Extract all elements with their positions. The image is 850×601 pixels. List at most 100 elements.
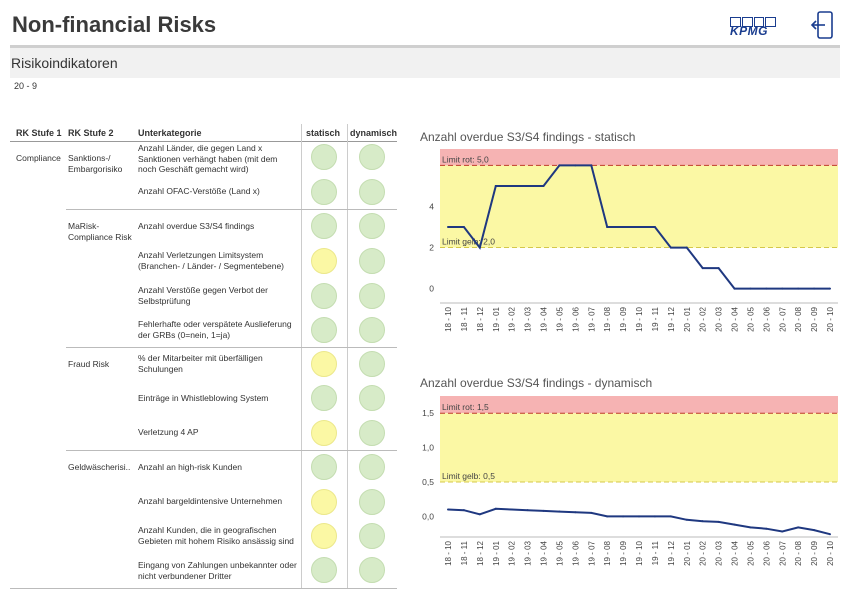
row-label: Einträge in Whistleblowing System [138, 393, 269, 403]
x-tick-label: 20 - 02 [699, 306, 708, 331]
status-circle-statisch[interactable] [311, 283, 337, 309]
data-point [829, 287, 831, 290]
data-point [685, 518, 688, 521]
x-tick-label: 19 - 04 [540, 306, 549, 331]
x-tick-label: 19 - 06 [571, 306, 580, 331]
status-circle-dynamisch[interactable] [359, 317, 385, 343]
logout-icon[interactable] [810, 11, 834, 39]
x-tick-label: 19 - 08 [603, 540, 612, 565]
data-point [447, 226, 449, 229]
status-circle-dynamisch[interactable] [359, 489, 385, 515]
status-circle-dynamisch[interactable] [359, 385, 385, 411]
data-point [765, 287, 768, 290]
status-circle-dynamisch[interactable] [359, 213, 385, 239]
data-point [542, 509, 545, 512]
col-header-statisch: statisch [306, 128, 341, 138]
col-divider-statisch [301, 124, 302, 588]
status-circle-statisch[interactable] [311, 144, 337, 170]
status-circle-statisch[interactable] [311, 523, 337, 549]
x-tick-label: 20 - 09 [810, 540, 819, 565]
x-tick-label: 20 - 06 [762, 306, 771, 331]
x-tick-label: 19 - 05 [555, 540, 564, 565]
status-circle-dynamisch[interactable] [359, 420, 385, 446]
table-bottom-line [10, 588, 397, 589]
data-point [717, 267, 720, 270]
group-sanktionsrisiko: Sanktions-/ Embargorisiko [68, 153, 123, 174]
x-tick-label: 20 - 06 [762, 540, 771, 565]
status-circle-statisch[interactable] [311, 385, 337, 411]
x-tick-label: 18 - 11 [460, 306, 469, 331]
data-point [510, 508, 513, 511]
status-circle-dynamisch[interactable] [359, 523, 385, 549]
x-tick-label: 20 - 05 [746, 540, 755, 565]
status-circle-statisch[interactable] [311, 248, 337, 274]
x-tick-label: 20 - 01 [683, 540, 692, 565]
status-circle-dynamisch[interactable] [359, 557, 385, 583]
x-tick-label: 19 - 12 [667, 540, 676, 565]
data-point [558, 510, 561, 513]
data-point [574, 511, 577, 514]
x-tick-label: 19 - 03 [524, 540, 533, 565]
data-point [478, 246, 481, 249]
x-tick-label: 20 - 02 [699, 540, 708, 565]
status-circle-statisch[interactable] [311, 317, 337, 343]
status-circle-statisch[interactable] [311, 454, 337, 480]
row-label: Anzahl an high-risk Kunden [138, 462, 242, 472]
data-point [749, 526, 752, 529]
y-tick-label: 0 [429, 284, 434, 294]
data-point [701, 267, 704, 270]
x-tick-label: 19 - 07 [587, 306, 596, 331]
x-tick-label: 19 - 09 [619, 540, 628, 565]
data-point [526, 184, 529, 187]
x-tick-label: 19 - 12 [667, 306, 676, 331]
header-underline [10, 141, 397, 142]
row-label: Anzahl Länder, die gegen Land x Sanktion… [138, 143, 278, 174]
status-circle-dynamisch[interactable] [359, 179, 385, 205]
data-point [494, 507, 497, 510]
status-circle-dynamisch[interactable] [359, 454, 385, 480]
x-tick-label: 19 - 07 [587, 540, 596, 565]
status-circle-statisch[interactable] [311, 557, 337, 583]
status-circle-dynamisch[interactable] [359, 144, 385, 170]
data-point [653, 515, 656, 518]
status-circle-statisch[interactable] [311, 351, 337, 377]
x-tick-label: 20 - 03 [715, 540, 724, 565]
y-tick-label: 0,0 [422, 511, 434, 521]
x-tick-label: 19 - 02 [508, 540, 517, 565]
col-header-rk2: RK Stufe 2 [68, 128, 114, 138]
data-point [781, 530, 784, 533]
x-tick-label: 19 - 05 [555, 306, 564, 331]
data-point [574, 164, 577, 167]
x-tick-label: 20 - 04 [731, 306, 740, 331]
row-label: Verletzung 4 AP [138, 427, 199, 437]
y-tick-label: 4 [429, 201, 434, 211]
group-geldwaescherisiko: Geldwäscherisi.. [68, 462, 131, 472]
data-point [797, 526, 800, 529]
status-circle-statisch[interactable] [311, 213, 337, 239]
row-label: Anzahl OFAC-Verstöße (Land x) [138, 186, 260, 196]
status-circle-dynamisch[interactable] [359, 283, 385, 309]
col-header-unterkategorie: Unterkategorie [138, 128, 202, 138]
period-label: 20 - 9 [14, 81, 38, 91]
data-point [590, 164, 593, 167]
limit-yellow-label: Limit gelb: 2,0 [442, 237, 495, 247]
data-point [781, 287, 784, 290]
red-zone [440, 149, 838, 166]
chart-title-dynamisch: Anzahl overdue S3/S4 findings - dynamisc… [420, 376, 653, 390]
status-circle-statisch[interactable] [311, 420, 337, 446]
data-point [701, 520, 704, 523]
x-tick-label: 18 - 10 [444, 306, 453, 331]
x-tick-label: 20 - 07 [778, 540, 787, 565]
data-point [685, 246, 688, 249]
col-divider-dynamisch [347, 124, 348, 588]
subheader-bar [10, 48, 840, 78]
page-subtitle: Risikoindikatoren [11, 55, 118, 71]
row-label: Anzahl bargeldintensive Unternehmen [138, 496, 283, 506]
limit-yellow-label: Limit gelb: 0,5 [442, 471, 495, 481]
status-circle-statisch[interactable] [311, 489, 337, 515]
status-circle-dynamisch[interactable] [359, 351, 385, 377]
status-circle-dynamisch[interactable] [359, 248, 385, 274]
yellow-zone [440, 165, 838, 248]
status-circle-statisch[interactable] [311, 179, 337, 205]
data-point [717, 520, 720, 523]
